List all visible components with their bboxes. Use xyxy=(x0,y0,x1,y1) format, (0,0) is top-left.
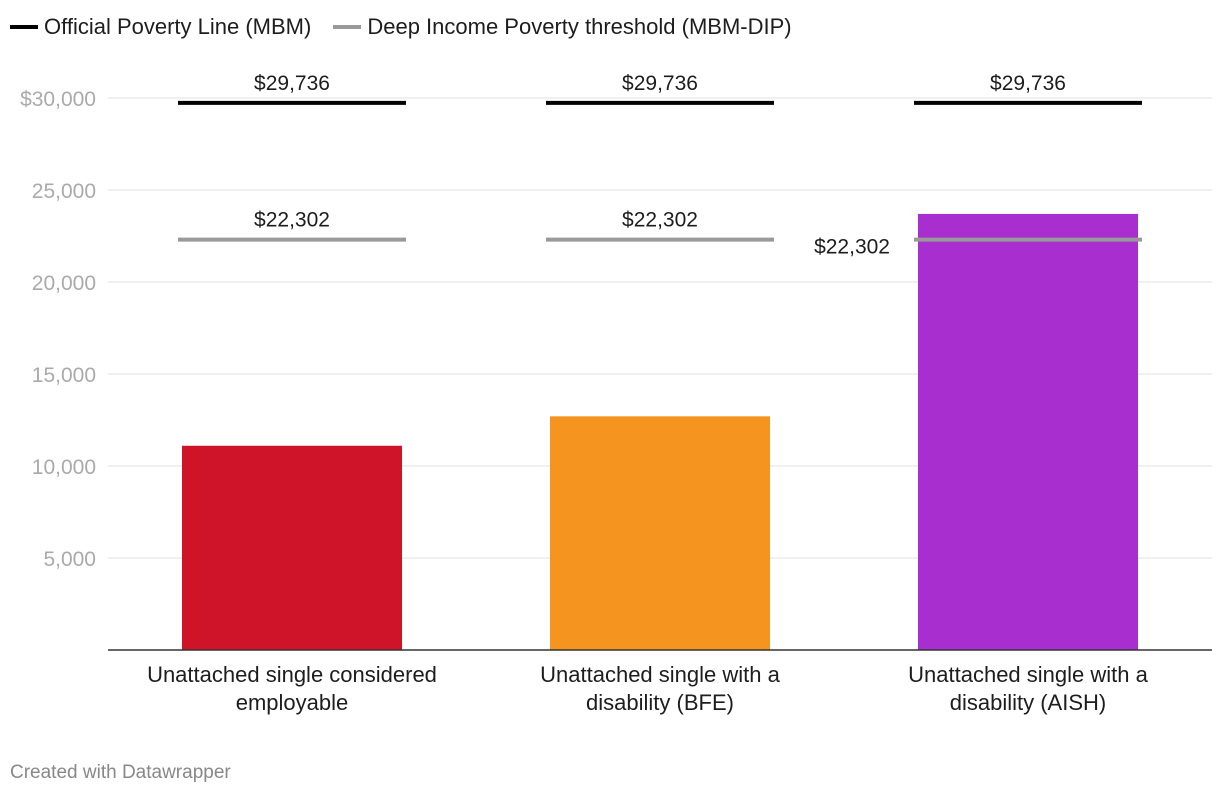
legend-swatch-mbm-dip xyxy=(333,25,362,29)
footer-credit: Created with Datawrapper xyxy=(10,762,231,783)
mbm-value-label: $29,736 xyxy=(990,72,1066,95)
legend-label-mbm: Official Poverty Line (MBM) xyxy=(44,14,312,39)
legend-item-mbm-dip: Deep Income Poverty threshold (MBM-DIP) xyxy=(333,14,792,40)
y-tick-label: $30,000 xyxy=(20,88,96,111)
x-tick-label: Unattached single with a xyxy=(908,662,1148,687)
y-tick-label: 25,000 xyxy=(32,180,96,203)
x-tick-label: employable xyxy=(236,690,349,715)
legend-swatch-mbm xyxy=(10,25,38,29)
bar xyxy=(550,416,770,650)
x-tick-label: Unattached single with a xyxy=(540,662,780,687)
mbm-dip-value-label: $22,302 xyxy=(254,209,330,232)
mbm-dip-value-label: $22,302 xyxy=(622,209,698,232)
bar xyxy=(182,445,402,650)
y-tick-label: 10,000 xyxy=(32,456,96,479)
legend-item-mbm: Official Poverty Line (MBM) xyxy=(10,14,311,40)
legend-label-mbm-dip: Deep Income Poverty threshold (MBM-DIP) xyxy=(367,14,792,39)
mbm-dip-value-label: $22,302 xyxy=(814,236,890,259)
bar xyxy=(918,213,1138,651)
y-tick-label: 5,000 xyxy=(43,548,96,571)
x-tick-label: disability (BFE) xyxy=(586,690,734,715)
mbm-value-label: $29,736 xyxy=(254,72,330,95)
x-tick-label: Unattached single considered xyxy=(147,662,437,687)
y-tick-label: 15,000 xyxy=(32,364,96,387)
legend: Official Poverty Line (MBM) Deep Income … xyxy=(10,14,792,40)
y-tick-label: 20,000 xyxy=(32,272,96,295)
x-tick-label: disability (AISH) xyxy=(950,690,1106,715)
mbm-value-label: $29,736 xyxy=(622,72,698,95)
bar-chart: 5,000 10,000 15,000 20,000 25,000 $30,000 $29,… xyxy=(20,72,1212,715)
